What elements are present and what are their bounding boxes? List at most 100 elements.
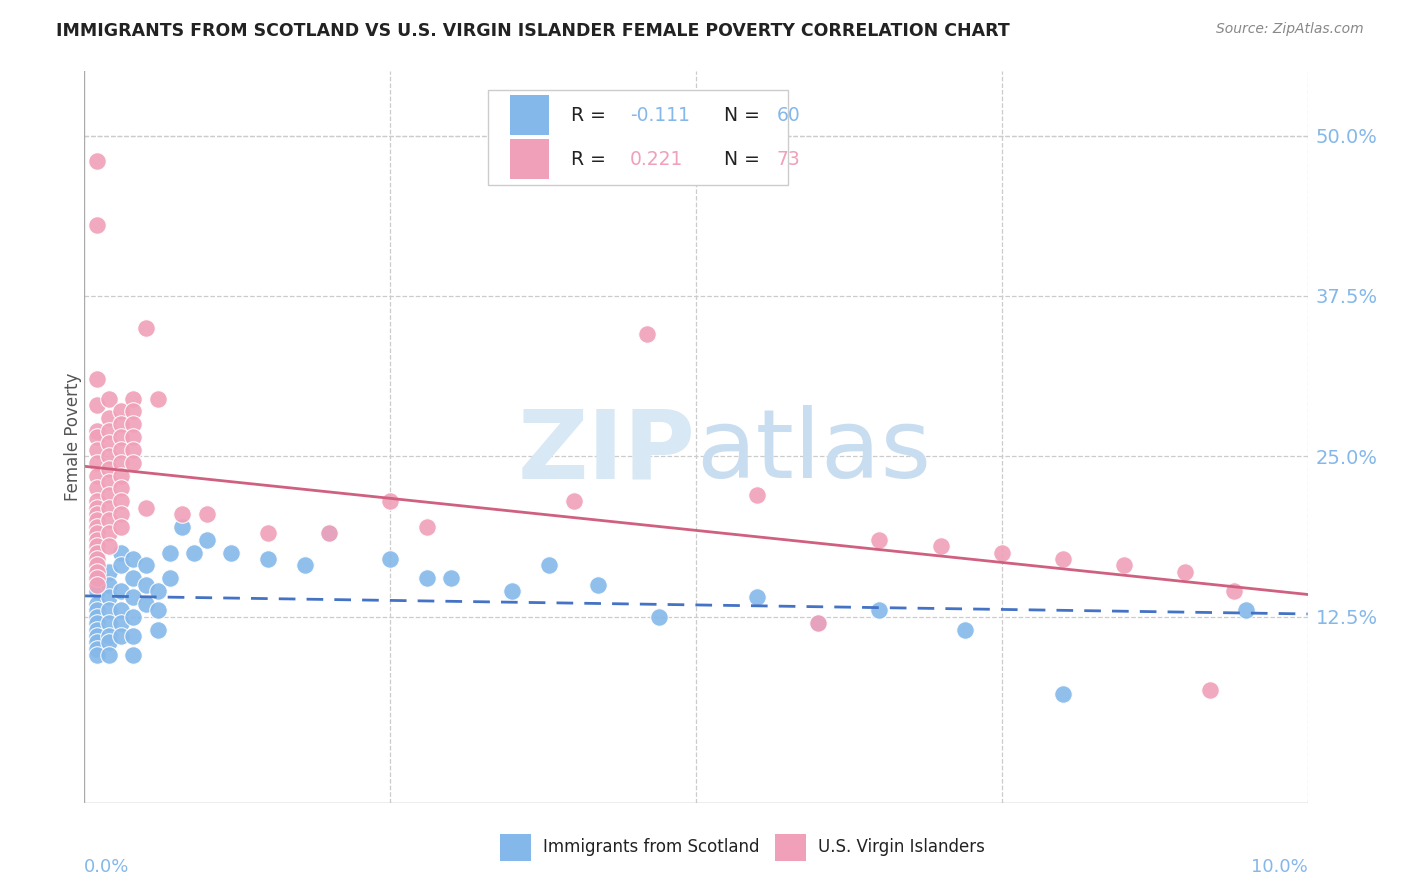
Point (86, 372, 108, 386)
Point (1198, 682, 1220, 697)
Point (219, 545, 242, 559)
Point (1052, 687, 1074, 701)
Text: U.S. Virgin Islanders: U.S. Virgin Islanders (818, 838, 986, 855)
Point (86, 154, 108, 169)
Point (86, 558, 108, 573)
Point (110, 430, 132, 444)
Point (110, 507, 132, 521)
Point (257, 552, 280, 566)
Text: 0.221: 0.221 (630, 150, 683, 169)
Point (86, 629, 108, 643)
Point (929, 539, 952, 553)
Bar (510, 139, 550, 179)
Point (86, 641, 108, 656)
Point (110, 545, 132, 559)
Point (122, 591, 145, 605)
Point (97, 635, 120, 649)
Point (122, 442, 145, 457)
Point (97, 577, 120, 591)
Point (97, 392, 120, 406)
Point (294, 558, 316, 573)
Point (86, 533, 108, 547)
Point (86, 648, 108, 663)
Point (1223, 584, 1246, 599)
Point (86, 430, 108, 444)
Point (172, 520, 194, 534)
Point (1174, 565, 1197, 579)
Bar (510, 95, 550, 136)
Text: IMMIGRANTS FROM SCOTLAND VS U.S. VIRGIN ISLANDER FEMALE POVERTY CORRELATION CHAR: IMMIGRANTS FROM SCOTLAND VS U.S. VIRGIN … (56, 22, 1010, 40)
Point (1114, 558, 1136, 573)
Point (97, 462, 120, 476)
Point (416, 571, 439, 585)
Point (86, 398, 108, 412)
Point (318, 526, 340, 541)
Point (110, 468, 132, 483)
Point (440, 571, 463, 585)
Point (86, 494, 108, 508)
Point (86, 468, 108, 483)
Point (86, 616, 108, 631)
Point (747, 591, 769, 605)
Y-axis label: Female Poverty: Female Poverty (65, 373, 82, 501)
Text: Source: ZipAtlas.com: Source: ZipAtlas.com (1216, 22, 1364, 37)
Text: 73: 73 (776, 150, 800, 169)
Point (991, 545, 1014, 559)
Point (86, 584, 108, 599)
Point (86, 482, 108, 496)
Point (257, 526, 280, 541)
Point (86, 514, 108, 528)
Point (97, 603, 120, 617)
Point (122, 552, 145, 566)
Point (869, 533, 891, 547)
Point (86, 545, 108, 559)
Point (195, 507, 218, 521)
Point (86, 545, 108, 559)
Point (122, 456, 145, 470)
Point (86, 500, 108, 515)
Text: atlas: atlas (696, 405, 931, 499)
Point (562, 494, 585, 508)
Point (135, 500, 157, 515)
Point (97, 424, 120, 438)
Point (636, 327, 658, 342)
Point (380, 494, 402, 508)
Point (86, 603, 108, 617)
Point (146, 392, 169, 406)
Text: N =: N = (711, 150, 766, 169)
Text: Immigrants from Scotland: Immigrants from Scotland (543, 838, 759, 855)
Point (110, 404, 132, 418)
Point (97, 475, 120, 489)
Point (122, 571, 145, 585)
Point (159, 545, 181, 559)
Text: ZIP: ZIP (517, 405, 696, 499)
Point (86, 520, 108, 534)
Point (110, 482, 132, 496)
Point (86, 526, 108, 541)
Point (110, 456, 132, 470)
Point (97, 450, 120, 464)
Point (110, 494, 132, 508)
Point (110, 417, 132, 432)
Point (135, 577, 157, 591)
Point (953, 623, 976, 637)
Point (416, 520, 439, 534)
Point (86, 539, 108, 553)
Point (110, 520, 132, 534)
Text: 0.0%: 0.0% (84, 858, 129, 876)
Point (538, 558, 561, 573)
Point (122, 609, 145, 624)
Point (122, 404, 145, 418)
Point (86, 219, 108, 233)
Point (502, 584, 524, 599)
Point (86, 565, 108, 579)
Text: 60: 60 (776, 106, 800, 125)
Text: N =: N = (711, 106, 766, 125)
Point (146, 603, 169, 617)
Point (146, 623, 169, 637)
Point (97, 648, 120, 663)
Point (807, 616, 830, 631)
Point (122, 430, 145, 444)
Point (86, 571, 108, 585)
Text: R =: R = (571, 150, 612, 169)
